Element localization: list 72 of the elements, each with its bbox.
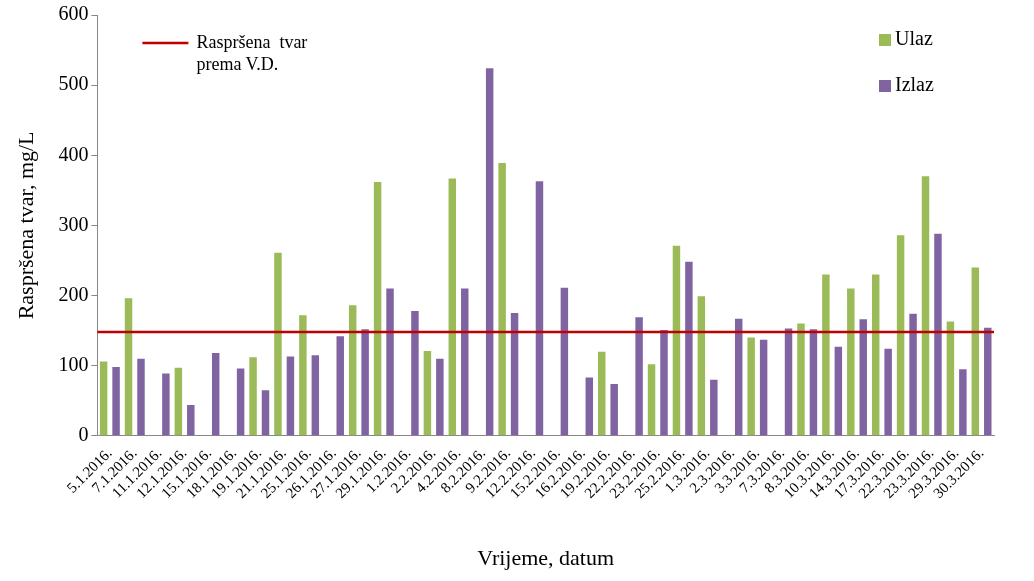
bar bbox=[348, 305, 357, 436]
bar bbox=[386, 288, 394, 436]
bar bbox=[984, 327, 992, 436]
bar bbox=[411, 310, 419, 436]
bar bbox=[174, 367, 183, 436]
bar bbox=[535, 181, 544, 436]
bar bbox=[710, 379, 718, 436]
bar bbox=[971, 267, 980, 436]
bar bbox=[672, 245, 681, 436]
legend-label: Izlaz bbox=[895, 73, 934, 96]
bar bbox=[162, 373, 170, 436]
bar bbox=[436, 358, 444, 436]
bar bbox=[647, 364, 656, 436]
bar bbox=[336, 336, 344, 436]
bar bbox=[274, 252, 282, 436]
bar bbox=[859, 319, 867, 436]
bar bbox=[211, 353, 220, 436]
bar bbox=[373, 181, 382, 436]
bar bbox=[137, 358, 145, 436]
y-tick-label: 600 bbox=[58, 2, 89, 25]
bar bbox=[921, 176, 930, 436]
bar bbox=[187, 404, 195, 436]
bar bbox=[660, 329, 668, 436]
bar bbox=[299, 315, 307, 436]
bar bbox=[884, 348, 892, 436]
bar bbox=[510, 313, 519, 436]
bar bbox=[959, 369, 967, 436]
bar bbox=[423, 350, 432, 436]
bar bbox=[784, 328, 793, 436]
bar bbox=[311, 355, 320, 436]
bar bbox=[560, 287, 569, 436]
bar bbox=[871, 274, 880, 436]
bar bbox=[697, 296, 706, 436]
bar bbox=[896, 235, 905, 436]
bar bbox=[635, 317, 643, 436]
bar bbox=[759, 339, 768, 436]
bar bbox=[822, 274, 830, 436]
y-tick-label: 300 bbox=[58, 212, 89, 235]
bar bbox=[461, 288, 469, 436]
bar bbox=[610, 383, 618, 436]
bar bbox=[485, 68, 494, 436]
y-tick-label: 200 bbox=[58, 282, 89, 305]
bar bbox=[946, 321, 955, 436]
bar bbox=[361, 329, 369, 436]
bar bbox=[909, 313, 917, 436]
bar bbox=[99, 361, 108, 436]
bar bbox=[112, 367, 120, 436]
bar bbox=[249, 357, 257, 436]
y-tick-label: 500 bbox=[58, 72, 89, 95]
y-tick-label: 400 bbox=[58, 142, 89, 165]
bar bbox=[261, 390, 270, 436]
bar bbox=[124, 298, 133, 436]
bar bbox=[734, 318, 743, 436]
bar bbox=[834, 346, 843, 436]
bar bbox=[847, 288, 855, 436]
bar bbox=[448, 178, 457, 436]
bar bbox=[747, 337, 755, 436]
y-tick-label: 100 bbox=[58, 352, 89, 375]
legend-label: Raspršena tvar prema V.D. bbox=[196, 31, 308, 74]
bar bbox=[809, 329, 818, 436]
legend-label: Ulaz bbox=[895, 27, 933, 50]
bar bbox=[286, 356, 295, 436]
bar bbox=[498, 162, 506, 436]
bar bbox=[585, 377, 594, 436]
bar bbox=[934, 233, 942, 436]
bar bbox=[598, 351, 606, 436]
bar bbox=[685, 261, 693, 436]
bar bbox=[797, 323, 805, 436]
y-axis-title: Raspršena tvar, mg/L bbox=[12, 131, 38, 320]
y-tick-label: 0 bbox=[78, 423, 89, 446]
bar bbox=[236, 368, 245, 436]
x-axis-title: Vrijeme, datum bbox=[477, 544, 615, 570]
